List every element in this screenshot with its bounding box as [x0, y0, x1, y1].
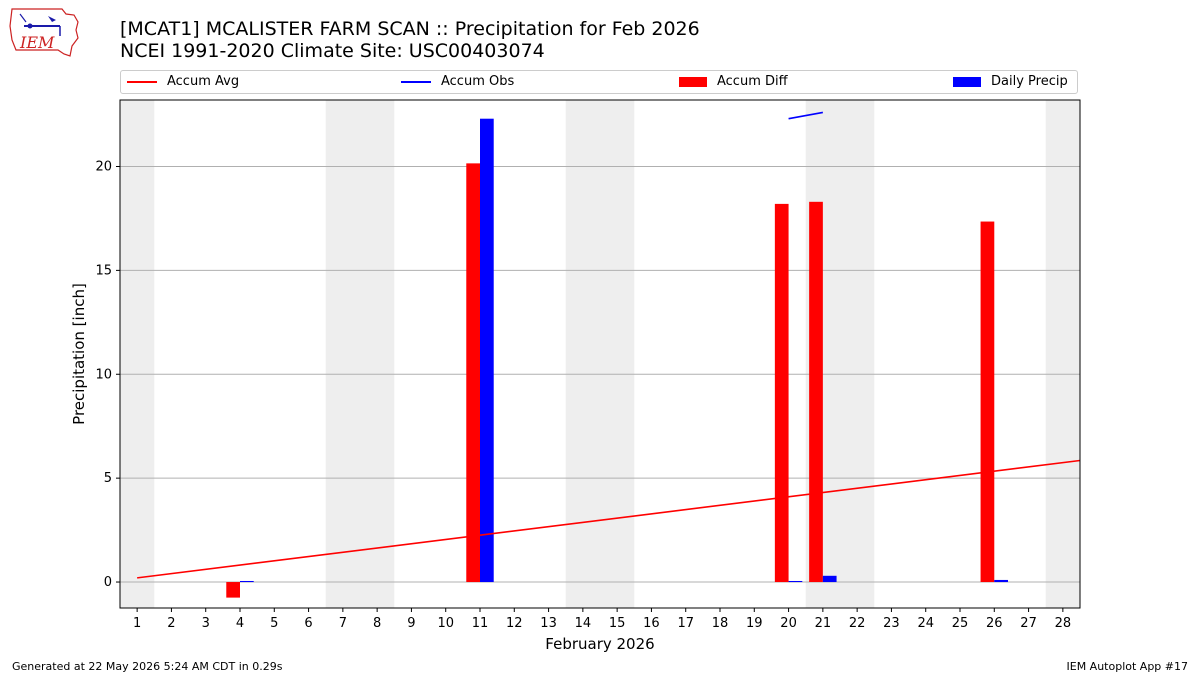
- bar-accum-diff-day-26: [980, 221, 995, 583]
- xtick-label-22: 22: [849, 616, 866, 631]
- footer-app: IEM Autoplot App #17: [1066, 660, 1189, 673]
- xtick-label-27: 27: [1020, 616, 1037, 631]
- legend-label-accum-obs: Accum Obs: [441, 74, 515, 89]
- iem-logo: IEM: [9, 8, 79, 57]
- bar-daily-precip-day-11: [480, 118, 494, 583]
- legend-item-accum-diff: Accum Diff: [679, 74, 788, 89]
- bar-daily-precip-day-4: [240, 580, 254, 583]
- chart-title: [MCAT1] MCALISTER FARM SCAN :: Precipita…: [120, 18, 700, 40]
- xtick-label-1: 1: [133, 616, 141, 631]
- legend-label-accum-diff: Accum Diff: [717, 74, 788, 89]
- bar-daily-precip-day-26: [994, 579, 1008, 583]
- legend-swatch-accum-diff: [679, 76, 707, 87]
- chart-subtitle: NCEI 1991-2020 Climate Site: USC00403074: [120, 40, 545, 62]
- legend-label-accum-avg: Accum Avg: [167, 74, 240, 89]
- weekend-band-3: [805, 100, 875, 608]
- weekend-band-0: [120, 100, 155, 608]
- legend-item-accum-avg: Accum Avg: [127, 74, 239, 89]
- xtick-label-17: 17: [677, 616, 694, 631]
- xtick-label-25: 25: [952, 616, 969, 631]
- x-axis-label: February 2026: [545, 635, 654, 653]
- weekend-band-1: [325, 100, 395, 608]
- ytick-label-20: 20: [95, 159, 112, 174]
- xtick-label-13: 13: [540, 616, 557, 631]
- xtick-label-4: 4: [236, 616, 244, 631]
- bar-accum-diff-day-20: [774, 203, 789, 583]
- xtick-label-8: 8: [373, 616, 381, 631]
- xtick-label-23: 23: [883, 616, 900, 631]
- footer-generated: Generated at 22 May 2026 5:24 AM CDT in …: [12, 660, 283, 673]
- xtick-label-18: 18: [712, 616, 729, 631]
- logo-text: IEM: [19, 33, 55, 52]
- xtick-label-20: 20: [780, 616, 797, 631]
- ytick-label-5: 5: [104, 471, 112, 486]
- xtick-label-10: 10: [437, 616, 454, 631]
- legend-swatch-accum-avg: [127, 80, 157, 83]
- weekend-band-2: [565, 100, 635, 608]
- legend-swatch-accum-obs: [401, 80, 431, 83]
- legend-item-accum-obs: Accum Obs: [401, 74, 514, 89]
- bar-accum-diff-day-21: [809, 201, 823, 583]
- xtick-label-16: 16: [643, 616, 660, 631]
- bar-accum-diff-day-4: [226, 582, 240, 598]
- plot-frame: [119, 99, 1081, 609]
- ytick-label-10: 10: [95, 367, 112, 382]
- xtick-label-24: 24: [917, 616, 934, 631]
- weekend-band-4: [1045, 100, 1080, 608]
- ytick-label-0: 0: [104, 575, 112, 590]
- xtick-label-2: 2: [167, 616, 175, 631]
- legend-swatch-daily-precip: [953, 76, 981, 87]
- xtick-label-12: 12: [506, 616, 523, 631]
- xtick-label-19: 19: [746, 616, 763, 631]
- xtick-label-14: 14: [575, 616, 592, 631]
- xtick-label-15: 15: [609, 616, 626, 631]
- xtick-label-7: 7: [339, 616, 347, 631]
- xtick-label-26: 26: [986, 616, 1003, 631]
- legend-item-daily-precip: Daily Precip: [953, 74, 1068, 89]
- xtick-label-21: 21: [815, 616, 832, 631]
- legend: Accum Avg Accum Obs Accum Diff Daily Pre…: [120, 70, 1078, 94]
- xtick-label-6: 6: [304, 616, 312, 631]
- line-accum-obs: [788, 111, 824, 120]
- line-accum-avg: [137, 459, 1081, 579]
- xtick-label-11: 11: [472, 616, 489, 631]
- xtick-label-5: 5: [270, 616, 278, 631]
- bar-accum-diff-day-11: [466, 163, 480, 583]
- bar-daily-precip-day-20: [788, 580, 803, 583]
- bar-daily-precip-day-21: [822, 575, 837, 583]
- xtick-label-28: 28: [1055, 616, 1072, 631]
- y-axis-label: Precipitation [inch]: [70, 283, 88, 425]
- xtick-label-9: 9: [407, 616, 415, 631]
- xtick-label-3: 3: [202, 616, 210, 631]
- legend-label-daily-precip: Daily Precip: [991, 74, 1068, 89]
- ytick-label-15: 15: [95, 263, 112, 278]
